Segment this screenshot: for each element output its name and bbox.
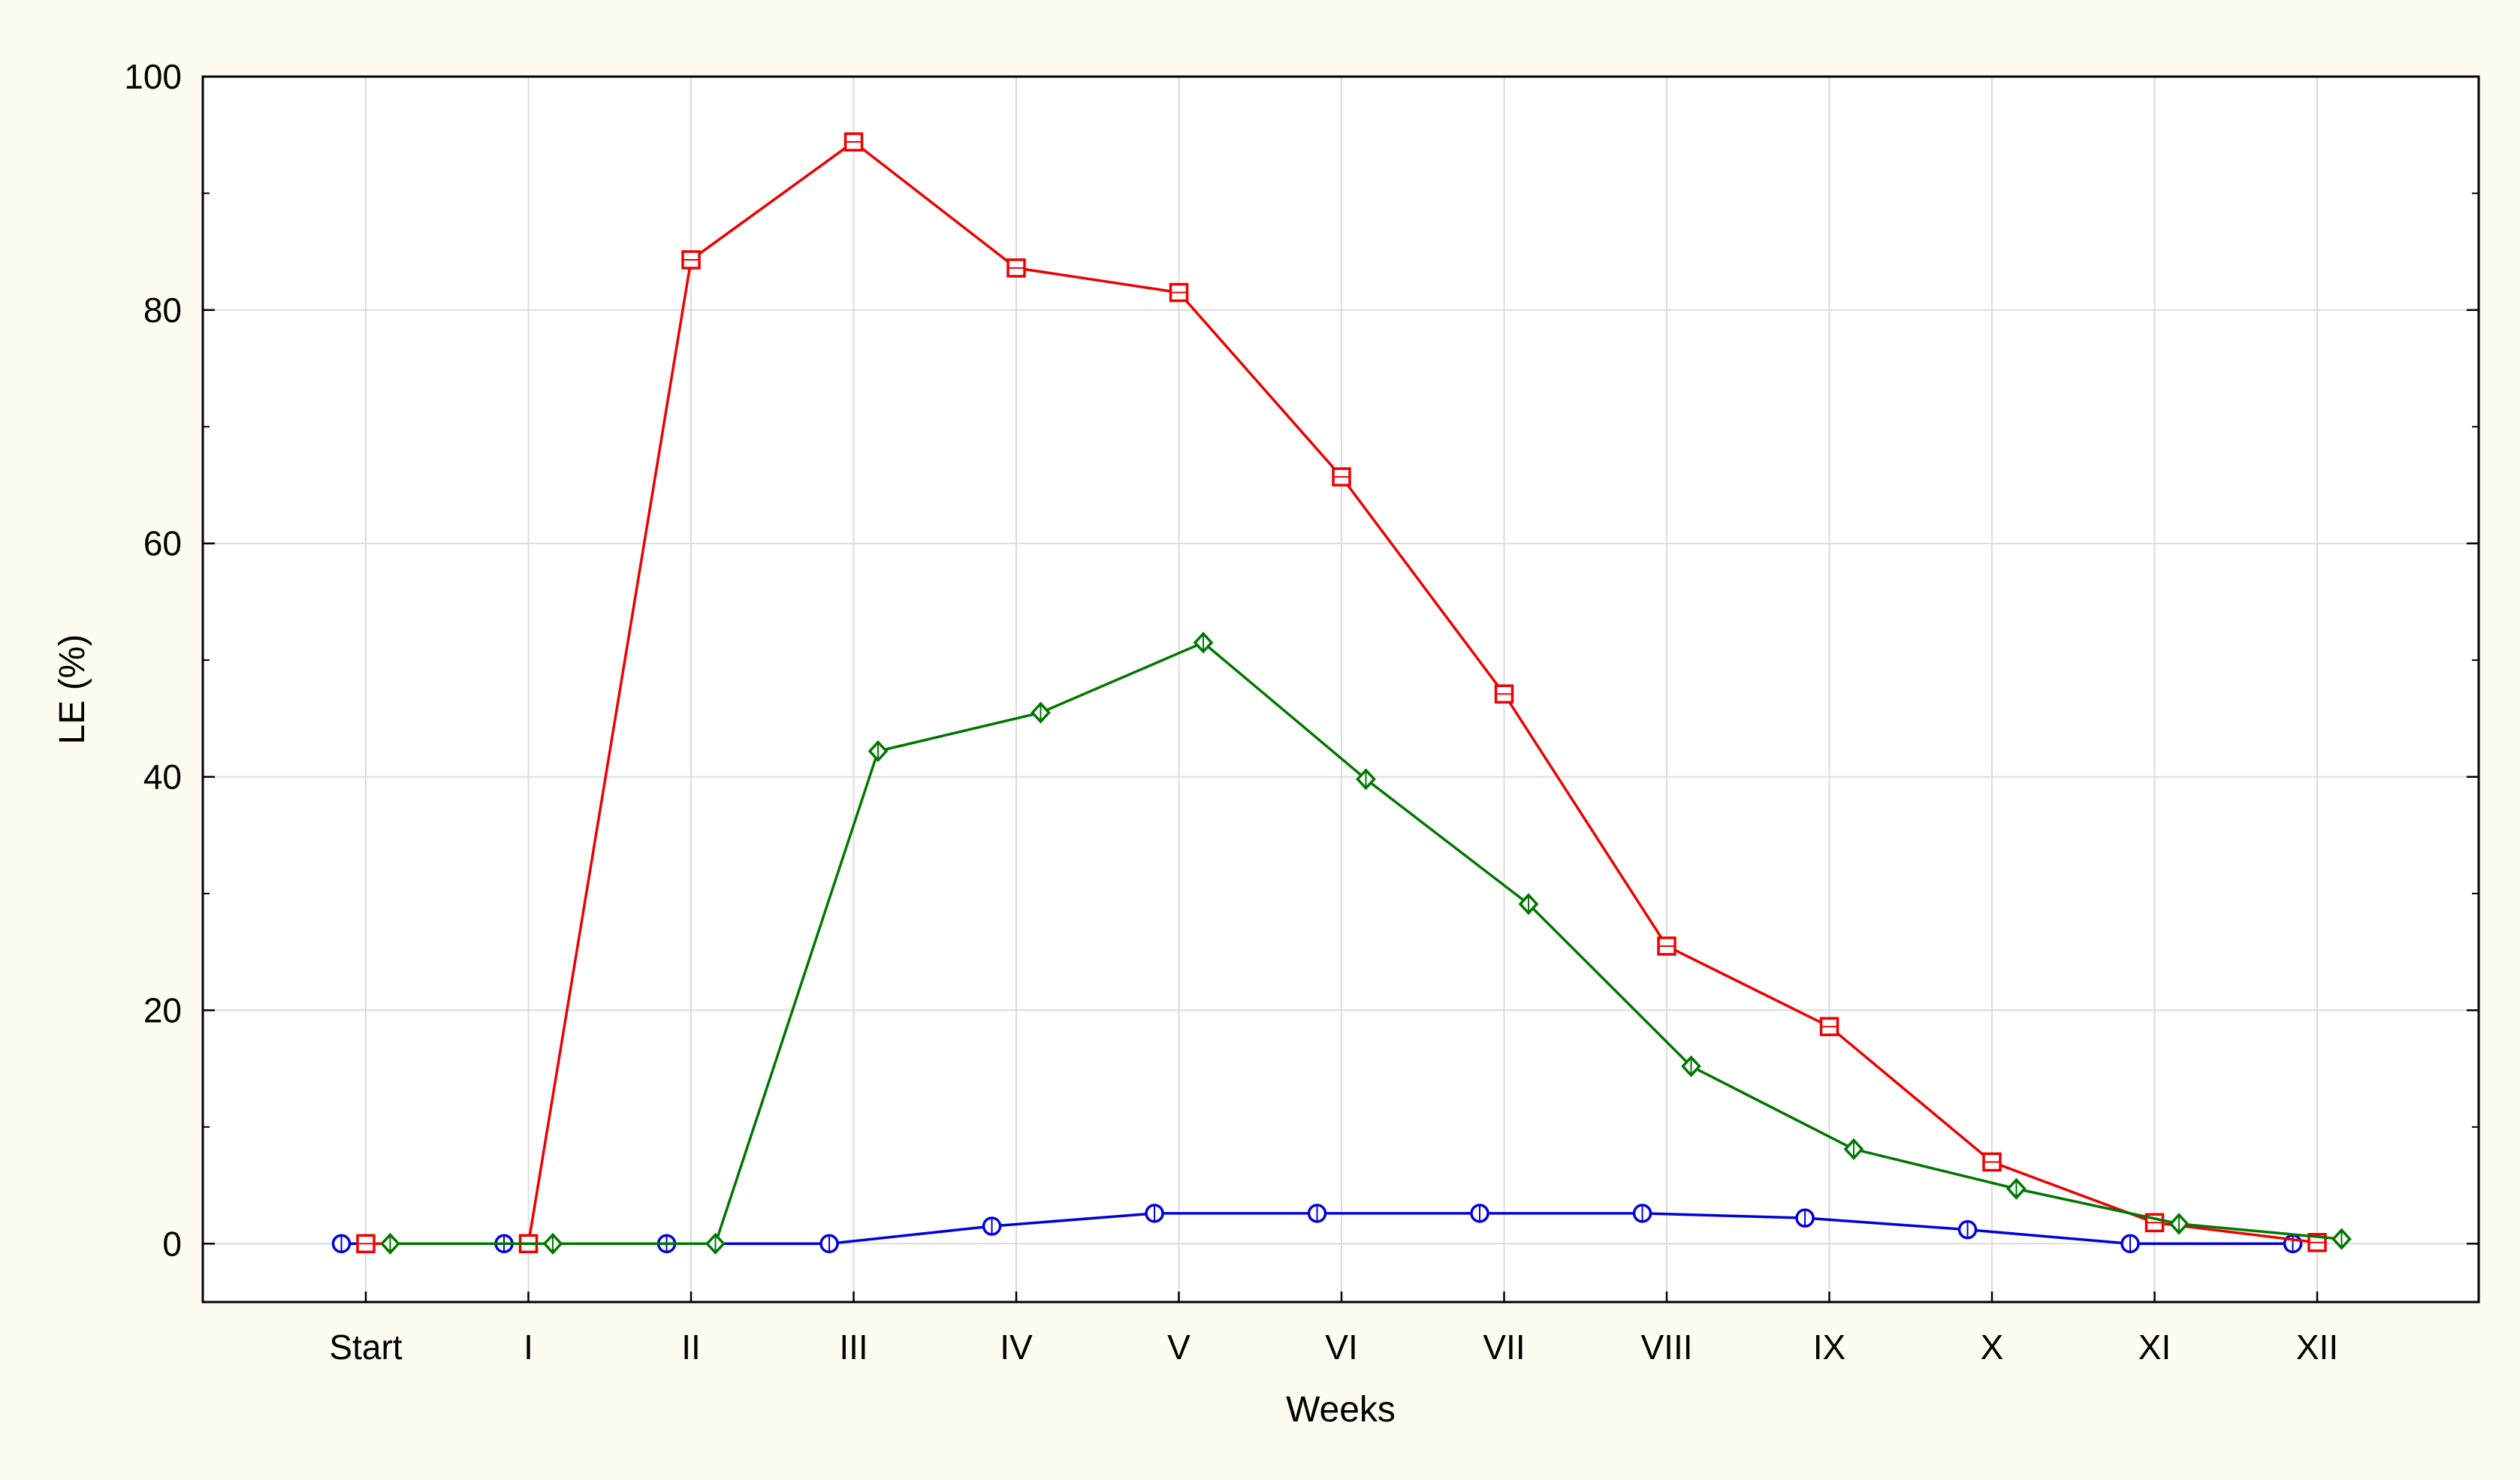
x-tick-label: IX (1813, 1328, 1845, 1367)
x-tick-label: V (1167, 1328, 1191, 1367)
axis-ticks (203, 75, 2479, 1302)
series-layer (331, 132, 2352, 1255)
series-3 (380, 631, 2352, 1255)
y-tick-label: 80 (143, 291, 182, 330)
x-tick-label: XII (2296, 1328, 2338, 1367)
x-tick-label: Start (329, 1328, 402, 1367)
x-tick-label: II (681, 1328, 701, 1367)
x-axis-title: Weeks (1286, 1390, 1396, 1430)
y-tick-labels: 0 20 40 60 80 100 (124, 57, 182, 1263)
x-tick-label: VII (1483, 1328, 1525, 1367)
y-tick-label: 100 (124, 57, 182, 96)
y-tick-label: 20 (143, 990, 182, 1029)
x-tick-label: VIII (1640, 1328, 1692, 1367)
y-tick-label: 40 (143, 758, 182, 797)
y-tick-label: 60 (143, 524, 182, 563)
x-tick-label: I (524, 1328, 533, 1367)
x-tick-labels: Start I II III IV V VI VII VIII IX X XI XII (329, 1328, 2338, 1367)
y-axis-title: LE (%) (53, 635, 92, 745)
x-tick-label: XI (2138, 1328, 2171, 1367)
x-tick-label: VI (1325, 1328, 1357, 1367)
x-tick-label: III (839, 1328, 868, 1367)
x-tick-label: IV (1000, 1328, 1033, 1367)
y-tick-label: 0 (162, 1224, 182, 1263)
x-tick-label: X (1981, 1328, 2004, 1367)
